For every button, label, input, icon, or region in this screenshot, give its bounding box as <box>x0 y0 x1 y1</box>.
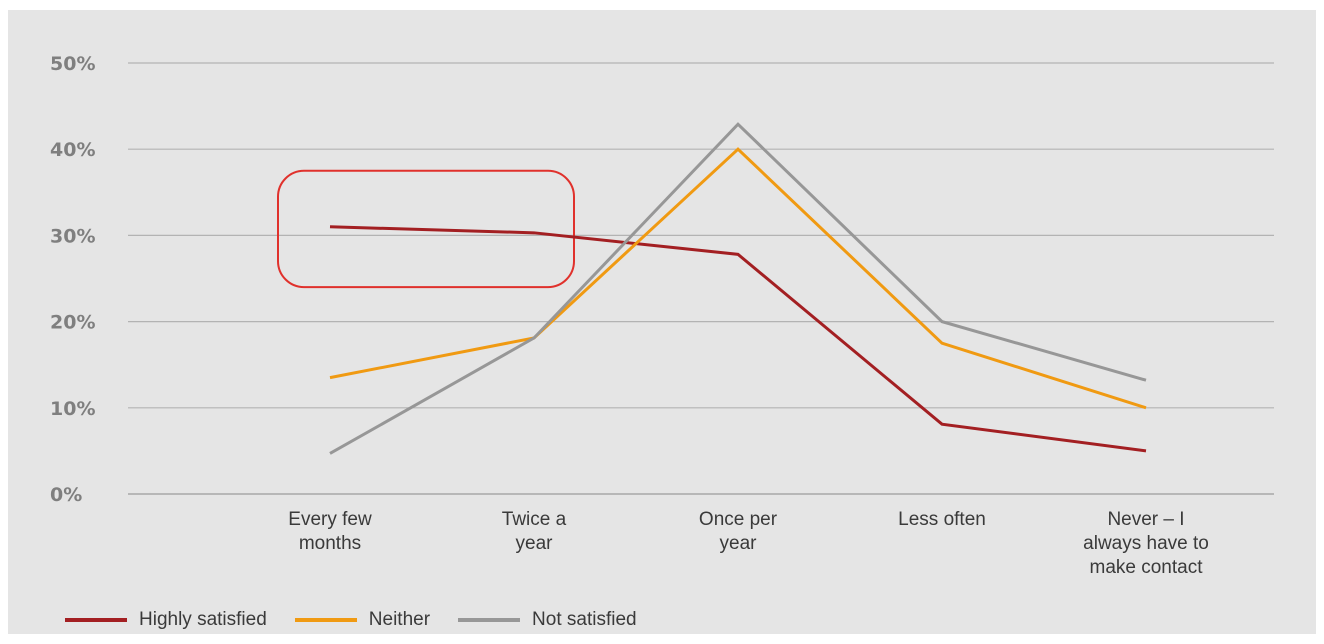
x-tick-label: Less often <box>898 509 986 530</box>
x-tick-label: Every few months <box>288 509 372 554</box>
y-tick-label: 40% <box>50 139 95 161</box>
x-axis-ticks: Every few months Twice a year Once per year Le… <box>288 509 1209 578</box>
legend-item: Not satisfied <box>458 609 637 631</box>
chart-panel: 0% 10% 20% 30% 40% 50% Every few months Twice a… <box>8 10 1316 634</box>
y-tick-label: 20% <box>50 312 95 334</box>
series-line-highly-satisfied <box>329 225 1147 453</box>
legend-label: Highly satisfied <box>139 609 267 630</box>
line-chart: 0% 10% 20% 30% 40% 50% Every few months Twice a… <box>50 53 1274 578</box>
series-line-not-satisfied <box>329 122 1147 455</box>
x-tick-label: Twice a year <box>502 509 567 554</box>
legend-swatch <box>65 618 127 622</box>
series-lines <box>329 122 1147 455</box>
x-tick-label: Once per year <box>699 509 778 554</box>
highlight-box <box>277 169 575 289</box>
grid-lines <box>128 62 1274 495</box>
legend-item: Highly satisfied <box>65 609 267 631</box>
legend: Highly satisfied Neither Not satisfied <box>65 607 665 633</box>
y-tick-label: 30% <box>50 225 95 247</box>
y-tick-label: 50% <box>50 53 95 75</box>
legend-label: Not satisfied <box>532 609 637 630</box>
legend-swatch <box>458 618 521 622</box>
legend-swatch <box>294 618 357 622</box>
legend-item: Neither <box>294 609 431 631</box>
y-axis-ticks: 0% 10% 20% 30% 40% 50% <box>50 53 95 506</box>
highlight-rect <box>277 169 575 289</box>
y-tick-label: 0% <box>50 484 82 506</box>
legend-label: Neither <box>368 609 431 630</box>
series-line-neither <box>329 147 1147 410</box>
y-tick-label: 10% <box>50 398 95 420</box>
